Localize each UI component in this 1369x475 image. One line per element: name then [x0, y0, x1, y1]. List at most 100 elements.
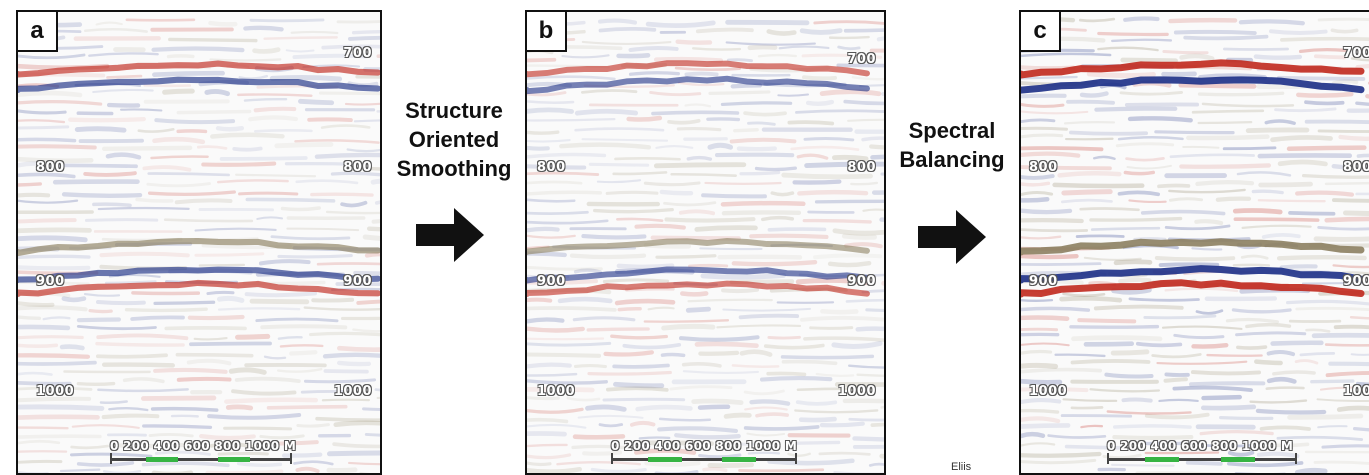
reflector-streak [612, 363, 670, 369]
scale-text-b: 0 200 400 600 800 1000 M [611, 439, 798, 453]
reflector-streak [52, 179, 140, 185]
reflector-streak [154, 450, 211, 456]
reflector-streak [572, 316, 636, 322]
reflector-streak [1240, 254, 1269, 260]
reflector-streak [99, 251, 190, 258]
reflector-streak [18, 434, 102, 439]
reflector-streak [18, 100, 103, 106]
reflector-streak [1333, 324, 1369, 330]
reflector-streak [1360, 47, 1369, 51]
reflector-streak [1021, 262, 1102, 266]
reflector-streak [1277, 159, 1328, 167]
reflector-streak [527, 164, 587, 170]
reflector-streak [1158, 262, 1220, 268]
reflector-streak [616, 217, 664, 222]
reflector-streak [1059, 295, 1123, 303]
reflector-streak [801, 75, 838, 81]
reflector-streak [68, 116, 146, 123]
reflector-streak [580, 89, 638, 94]
reflector-streak [18, 218, 77, 224]
scale-green-segment [146, 457, 178, 462]
reflector-streak [1253, 54, 1303, 60]
time-label-left-800: 800 [537, 160, 566, 175]
reflector-streak [527, 152, 607, 159]
reflector-streak [1047, 434, 1107, 439]
reflector-streak [1110, 349, 1150, 356]
reflector-streak [1238, 19, 1305, 26]
reflector-streak [685, 306, 711, 313]
reflector-streak [216, 295, 245, 303]
seismic-panel-a: a 800 900 1000 700 800 900 1000 0 200 40… [16, 10, 382, 475]
reflector-streak [1294, 359, 1319, 365]
reflector-streak [263, 355, 287, 360]
reflector-streak [571, 444, 633, 450]
reflector-streak [18, 109, 67, 115]
reflector-streak [217, 451, 269, 456]
reflector-streak [739, 170, 781, 176]
reflector-streak [1164, 287, 1239, 293]
reflector-streak [201, 161, 277, 167]
reflector-streak [1310, 379, 1355, 384]
scale-green-segment [1221, 457, 1255, 462]
strong-reflector [1021, 59, 1365, 79]
reflector-streak [698, 453, 742, 459]
reflector-streak [104, 280, 157, 285]
panel-label-b: b [527, 12, 567, 52]
reflector-streak [1265, 442, 1310, 448]
reflector-streak [337, 360, 372, 367]
reflector-streak [194, 252, 265, 257]
reflector-streak [766, 371, 807, 377]
reflector-streak [1190, 370, 1262, 376]
reflector-streak [1021, 133, 1064, 139]
reflector-streak [527, 234, 576, 239]
reflector-streak [1021, 93, 1067, 99]
reflector-streak [253, 440, 319, 446]
reflector-streak [684, 103, 712, 108]
reflector-streak [796, 387, 876, 392]
reflector-streak [676, 127, 722, 132]
reflector-streak [1331, 79, 1359, 85]
reflector-streak [76, 317, 121, 323]
reflector-streak [527, 265, 603, 271]
reflector-streak [1151, 353, 1202, 359]
reflector-streak [862, 208, 884, 212]
reflector-streak [1062, 398, 1118, 402]
reflector-streak [320, 124, 371, 129]
reflector-streak [716, 324, 802, 329]
reflector-streak [870, 422, 884, 427]
reflector-streak [164, 326, 247, 331]
reflector-streak [236, 461, 283, 467]
scale-line-c [1107, 453, 1297, 464]
reflector-streak [694, 341, 759, 349]
reflector-streak [722, 307, 812, 312]
reflector-streak [629, 420, 656, 427]
reflector-streak [790, 145, 860, 151]
reflector-streak [280, 206, 321, 212]
reflector-streak [855, 326, 884, 332]
reflector-streak [598, 26, 657, 33]
reflector-streak [59, 344, 85, 351]
reflector-streak [1331, 198, 1369, 203]
reflector-streak [1215, 196, 1252, 202]
strong-reflector [18, 266, 380, 284]
reflector-streak [1288, 210, 1336, 216]
reflector-streak [353, 270, 380, 276]
reflector-streak [234, 376, 301, 384]
reflector-streak [1311, 332, 1369, 339]
reflector-streak [770, 191, 795, 197]
reflector-streak [557, 296, 613, 304]
reflector-streak [376, 54, 380, 58]
reflector-streak [142, 424, 213, 429]
reflector-streak [749, 233, 829, 240]
reflector-streak [255, 317, 339, 323]
reflector-streak [1021, 126, 1069, 131]
reflector-streak [678, 335, 760, 342]
reflector-streak [18, 396, 92, 403]
reflector-streak [18, 227, 92, 234]
strong-reflector [18, 237, 380, 257]
reflector-streak [1090, 226, 1161, 231]
reflector-streak [1062, 292, 1106, 297]
reflector-streak [628, 46, 679, 53]
reflector-streak [1021, 102, 1065, 108]
reflector-streak [1094, 106, 1178, 112]
